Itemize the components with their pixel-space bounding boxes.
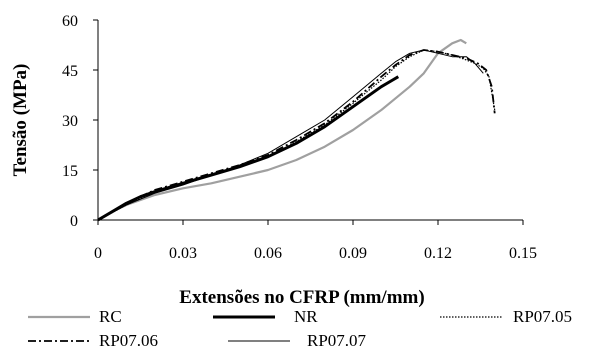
legend: RC NR RP07.05 RP07.06 RP07.07 [28, 307, 572, 350]
y-tick-label: 45 [62, 63, 78, 80]
series-line-rp07-06 [97, 49, 496, 221]
series-line-rp07-05 [97, 49, 496, 221]
x-axis-title: Extensões no CFRP (mm/mm) [179, 287, 424, 308]
y-tick-label: 30 [62, 113, 78, 130]
y-axis-title: Tensão (MPa) [10, 64, 31, 177]
legend-label: NR [294, 307, 318, 326]
legend-label: RP07.07 [307, 331, 367, 350]
x-tick-label: 0.12 [424, 245, 452, 262]
legend-label: RC [99, 307, 122, 326]
series-group [97, 38, 496, 222]
y-tick-label: 0 [70, 213, 78, 230]
series-line-rp07-07 [97, 49, 484, 221]
y-tick-label: 60 [62, 13, 78, 30]
x-tick-label: 0 [94, 245, 102, 262]
x-tick-label: 0.15 [509, 245, 537, 262]
legend-label: RP07.06 [99, 331, 158, 350]
legend-label: RP07.05 [513, 307, 572, 326]
y-tick-label: 15 [62, 163, 78, 180]
x-tick-label: 0.06 [254, 245, 282, 262]
x-tick-label: 0.03 [169, 245, 197, 262]
axes: 0 0.03 0.06 0.09 0.12 0.15 0 15 30 45 60 [62, 13, 537, 262]
x-tick-label: 0.09 [339, 245, 367, 262]
